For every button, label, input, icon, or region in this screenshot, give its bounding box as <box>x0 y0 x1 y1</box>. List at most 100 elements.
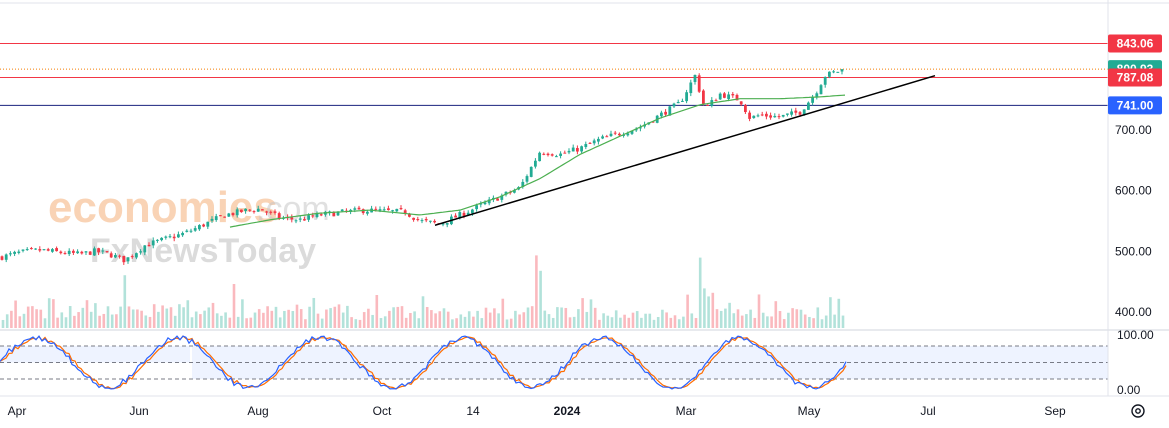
volume-bar <box>337 304 341 328</box>
volume-bar <box>283 310 286 328</box>
volume-bar <box>703 288 706 328</box>
candle <box>21 249 25 253</box>
volume-bar <box>81 307 85 328</box>
volume-bar <box>635 311 639 328</box>
volume-bar <box>413 311 416 328</box>
watermark-brand: economies <box>48 183 278 232</box>
candle <box>269 210 273 215</box>
candle <box>634 127 638 133</box>
volume-bar <box>556 307 559 328</box>
volume-bar <box>745 314 748 328</box>
volume-bar <box>85 300 89 328</box>
candle <box>126 257 130 264</box>
candle <box>513 188 516 194</box>
volume-bar <box>547 314 551 328</box>
volume-bar <box>837 298 841 328</box>
volume-bar <box>698 257 702 328</box>
candle <box>580 145 583 154</box>
volume-bar <box>451 319 454 328</box>
candle <box>534 158 537 169</box>
volume-bar <box>362 312 366 328</box>
candle <box>487 196 491 206</box>
candle <box>101 247 105 255</box>
candle <box>412 217 415 222</box>
volume-bar <box>434 313 437 328</box>
volume-bar <box>749 309 752 328</box>
candle <box>382 206 386 212</box>
candle <box>639 124 642 132</box>
candle <box>219 215 222 217</box>
candle <box>723 92 726 99</box>
candle <box>357 205 361 210</box>
candle <box>559 151 562 159</box>
volume-bar <box>47 298 51 328</box>
settings-gear-icon[interactable] <box>1131 404 1145 418</box>
candle <box>315 211 319 219</box>
volume-bar <box>270 310 274 328</box>
volume-bar <box>564 307 568 328</box>
volume-bar <box>610 317 614 328</box>
candle <box>765 111 768 120</box>
candle <box>815 91 819 100</box>
price-badge-label-3: 741.00 <box>1117 98 1154 112</box>
volume-bar <box>690 313 694 328</box>
volume-bar <box>505 319 509 328</box>
volume-bar <box>820 319 824 328</box>
volume-bar <box>568 317 572 328</box>
volume-bar <box>577 309 580 328</box>
volume-bar <box>295 304 299 328</box>
volume-bar <box>131 309 135 328</box>
volume-bar <box>459 314 463 328</box>
volume-bar <box>404 317 408 328</box>
volume-bar <box>598 319 601 328</box>
candle <box>298 215 302 223</box>
volume-bar <box>761 312 765 328</box>
volume-bar <box>157 311 160 328</box>
volume-bar <box>396 306 400 328</box>
candle <box>416 216 420 222</box>
volume-bar <box>169 307 173 328</box>
candle <box>681 98 684 102</box>
volume-bar <box>77 312 80 328</box>
volume-bar <box>812 318 815 328</box>
watermark-suffix: .com <box>256 190 330 228</box>
volume-bar <box>178 304 181 328</box>
oscillator-signal-line <box>0 335 847 390</box>
volume-bar <box>329 308 332 328</box>
volume-bar <box>774 301 778 328</box>
candle <box>693 74 697 85</box>
candle <box>672 102 676 109</box>
price-badge-0: 843.06 <box>1108 34 1162 53</box>
support-trendline[interactable] <box>434 74 936 226</box>
candle <box>4 253 8 263</box>
volume-bar <box>56 317 59 328</box>
candle <box>261 209 264 211</box>
volume-bar <box>673 315 677 328</box>
volume-bar <box>614 310 618 328</box>
volume-bar <box>682 316 685 328</box>
volume-bar <box>140 310 143 328</box>
time-tick-0: Apr <box>8 404 27 418</box>
candle <box>63 251 67 255</box>
volume-bar <box>68 306 72 328</box>
candle <box>130 254 134 259</box>
volume-bar <box>182 307 185 328</box>
volume-bar <box>669 317 673 328</box>
candle <box>571 144 575 152</box>
volume-bar <box>245 318 248 328</box>
candle <box>823 76 827 88</box>
candle <box>786 113 789 117</box>
candle <box>42 248 46 251</box>
candle <box>676 99 680 104</box>
candle <box>198 224 201 231</box>
candle <box>168 234 172 239</box>
candle <box>399 205 403 210</box>
volume-bar <box>585 311 589 328</box>
candle <box>164 235 168 240</box>
candle <box>210 216 214 223</box>
candle <box>265 210 268 216</box>
volume-bar <box>312 297 316 328</box>
volume-bar <box>190 317 194 328</box>
volume-bar <box>18 316 22 328</box>
volume-bar <box>526 307 530 328</box>
